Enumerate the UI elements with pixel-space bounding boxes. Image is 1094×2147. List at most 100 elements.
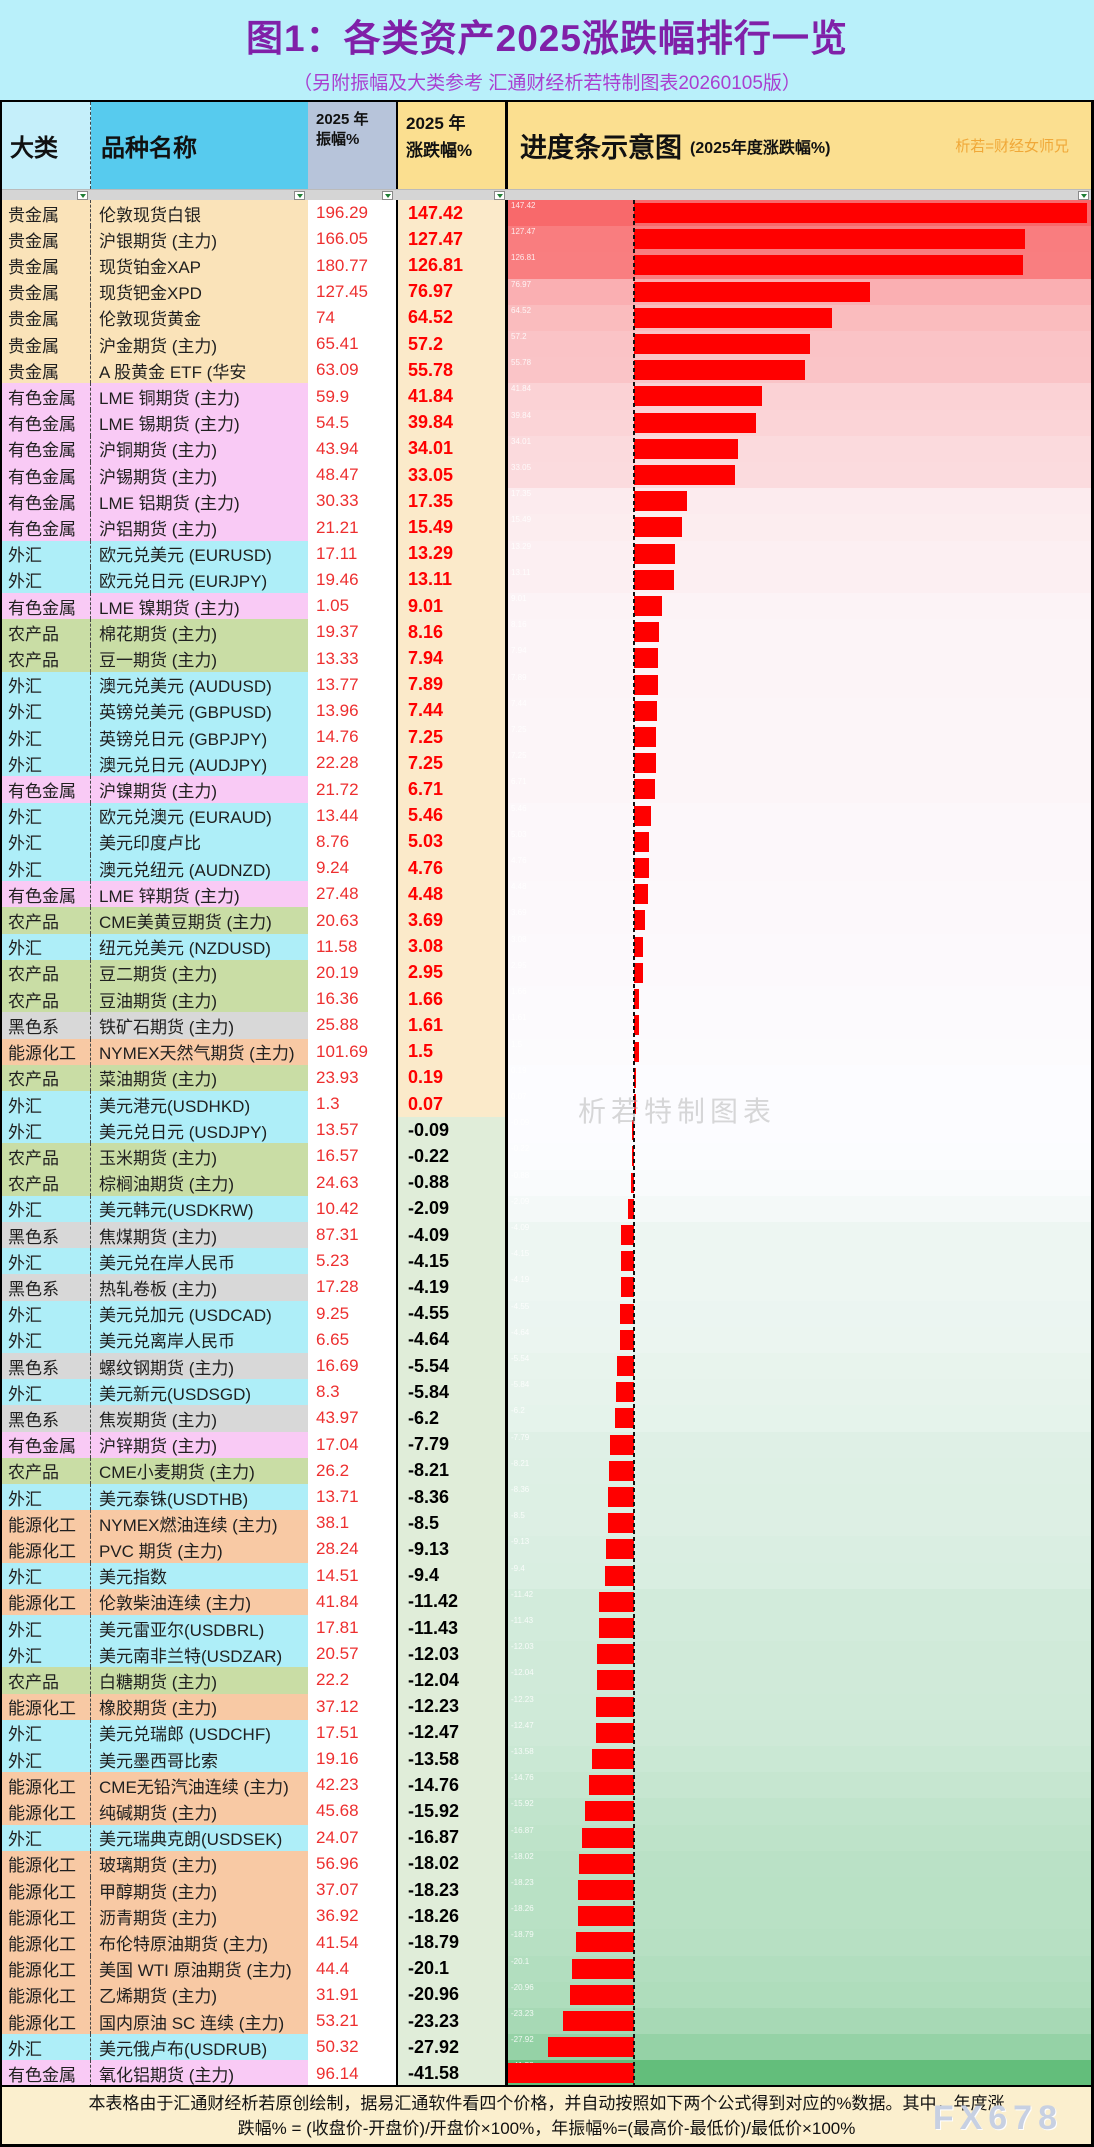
bar xyxy=(595,1722,634,1743)
asset-name-cell: 豆油期货 (主力) xyxy=(91,986,308,1013)
bar-faint-value-label: 3.69 xyxy=(511,908,527,918)
change-cell: 147.42 xyxy=(396,200,508,227)
change-cell: -8.36 xyxy=(396,1483,508,1511)
amplitude-cell: 196.29 xyxy=(316,203,368,223)
bar-faint-value-label: 0.07 xyxy=(511,1091,527,1101)
change-cell: -0.88 xyxy=(396,1169,508,1196)
asset-name-cell: 布伦特原油期货 (主力) xyxy=(91,1929,308,1956)
table-row: 外汇 美元兑日元 (USDJPY) 13.57 -0.09 -0.09 xyxy=(2,1117,1091,1144)
bar xyxy=(598,1617,634,1638)
table-row: 有色金属 沪铜期货 (主力) 43.94 34.01 34.01 xyxy=(2,435,1091,463)
bar-cell: -4.19 xyxy=(508,1274,1091,1301)
category-cell: 贵金属 xyxy=(2,252,91,279)
category-cell: 农产品 xyxy=(2,907,91,934)
category-cell: 外汇 xyxy=(2,1745,91,1773)
category-cell: 外汇 xyxy=(2,1641,91,1668)
header-change-line1: 2025 年 xyxy=(406,114,466,133)
table-row: 贵金属 沪银期货 (主力) 166.05 127.47 127.47 xyxy=(2,226,1091,253)
table-row: 黑色系 热轧卷板 (主力) 17.28 -4.19 -4.19 xyxy=(2,1274,1091,1301)
change-cell: 57.2 xyxy=(396,331,508,358)
amplitude-cell: 37.07 xyxy=(316,1880,359,1900)
table-row: 有色金属 沪铝期货 (主力) 21.21 15.49 15.49 xyxy=(2,514,1091,541)
bar xyxy=(577,1906,634,1927)
amplitude-cell: 43.97 xyxy=(316,1408,359,1428)
category-cell: 外汇 xyxy=(2,1195,91,1222)
filter-dropdown-icon[interactable] xyxy=(494,191,505,200)
bar-faint-value-label: -2.09 xyxy=(511,1196,530,1206)
filter-dropdown-icon[interactable] xyxy=(294,191,305,200)
bar-cell: 5.46 xyxy=(508,802,1091,829)
change-cell: 41.84 xyxy=(396,383,508,410)
bar-faint-value-label: -18.79 xyxy=(511,1930,534,1940)
zero-axis-line xyxy=(633,200,635,2087)
amplitude-cell: 27.48 xyxy=(316,884,359,904)
header-amplitude-line1: 2025 年 xyxy=(316,111,369,128)
bar-cell: -6.2 xyxy=(508,1405,1091,1432)
category-cell: 外汇 xyxy=(2,671,91,698)
amplitude-cell: 13.71 xyxy=(316,1487,359,1507)
category-cell: 外汇 xyxy=(2,802,91,829)
asset-name-cell: LME 锡期货 (主力) xyxy=(91,409,308,436)
change-cell: 3.08 xyxy=(396,933,508,960)
asset-name-cell: 美元瑞典克朗(USDSEK) xyxy=(91,1824,308,1851)
change-cell: 33.05 xyxy=(396,462,508,489)
asset-name-cell: 乙烯期货 (主力) xyxy=(91,1981,308,2009)
filter-dropdown-icon[interactable] xyxy=(382,191,393,200)
bar-cell: -27.92 xyxy=(508,2034,1091,2061)
table-row: 农产品 白糖期货 (主力) 22.2 -12.04 -12.04 xyxy=(2,1667,1091,1694)
table-row: 外汇 美元韩元(USDKRW) 10.42 -2.09 -2.09 xyxy=(2,1195,1091,1222)
bar-faint-value-label: -4.55 xyxy=(511,1301,530,1311)
bar-cell: 33.05 xyxy=(508,462,1091,489)
bar xyxy=(634,569,675,590)
category-cell: 能源化工 xyxy=(2,1903,91,1930)
change-cell: -6.2 xyxy=(396,1405,508,1432)
bar-cell: 7.25 xyxy=(508,724,1091,751)
amplitude-cell: 48.47 xyxy=(316,465,359,485)
bar-faint-value-label: 0.19 xyxy=(511,1065,527,1075)
bar-faint-value-label: -23.23 xyxy=(511,2009,534,2019)
footer-line1: 本表格由于汇通财经析若原创绘制，据易汇通软件看四个价格，并自动按照如下两个公式得… xyxy=(88,2094,1005,2113)
change-cell: 6.71 xyxy=(396,776,508,803)
category-cell: 农产品 xyxy=(2,619,91,646)
filter-dropdown-icon[interactable] xyxy=(1078,191,1089,200)
bar xyxy=(616,1355,634,1376)
bar-faint-value-label: 7.25 xyxy=(511,751,527,761)
category-cell: 能源化工 xyxy=(2,1772,91,1799)
amplitude-cell: 36.92 xyxy=(316,1906,359,1926)
category-cell: 黑色系 xyxy=(2,1274,91,1301)
change-cell: 4.76 xyxy=(396,855,508,882)
filter-dropdown-icon[interactable] xyxy=(77,191,88,200)
table-row: 农产品 棕榈油期货 (主力) 24.63 -0.88 -0.88 xyxy=(2,1169,1091,1196)
bar xyxy=(634,229,1026,250)
change-cell: 2.95 xyxy=(396,959,508,987)
bar xyxy=(634,805,651,826)
category-cell: 外汇 xyxy=(2,855,91,882)
table-row: 贵金属 沪金期货 (主力) 65.41 57.2 57.2 xyxy=(2,331,1091,358)
category-cell: 能源化工 xyxy=(2,1981,91,2009)
asset-name-cell: 美元俄卢布(USDRUB) xyxy=(91,2034,308,2061)
amplitude-cell: 28.24 xyxy=(316,1539,359,1559)
asset-name-cell: LME 镍期货 (主力) xyxy=(91,593,308,620)
bar-cell: 0.07 xyxy=(508,1090,1091,1118)
table-row: 农产品 豆油期货 (主力) 16.36 1.66 1.66 xyxy=(2,986,1091,1013)
header-change-line2: 涨跌幅% xyxy=(406,141,473,161)
table-row: 贵金属 现货钯金XPD 127.45 76.97 76.97 xyxy=(2,278,1091,305)
bar-faint-value-label: 126.81 xyxy=(511,253,536,263)
bar-faint-value-label: 5.03 xyxy=(511,829,527,839)
amplitude-cell: 21.72 xyxy=(316,779,359,799)
table-row: 外汇 美元墨西哥比索 19.16 -13.58 -13.58 xyxy=(2,1745,1091,1773)
change-cell: -18.23 xyxy=(396,1877,508,1904)
bar-faint-value-label: 41.84 xyxy=(511,384,532,394)
bar xyxy=(634,674,659,695)
bar-faint-value-label: -12.04 xyxy=(511,1668,534,1678)
table-row: 外汇 美元兑在岸人民币 5.23 -4.15 -4.15 xyxy=(2,1248,1091,1275)
asset-name-cell: 澳元兑日元 (AUDJPY) xyxy=(91,750,308,777)
table-row: 贵金属 A 股黄金 ETF (华安 63.09 55.78 55.78 xyxy=(2,357,1091,384)
asset-name-cell: 沪银期货 (主力) xyxy=(91,226,308,253)
category-cell: 外汇 xyxy=(2,828,91,856)
asset-name-cell: 玉米期货 (主力) xyxy=(91,1143,308,1170)
bar xyxy=(614,1408,634,1429)
table-row: 能源化工 布伦特原油期货 (主力) 41.54 -18.79 -18.79 xyxy=(2,1929,1091,1956)
bar xyxy=(621,1277,634,1298)
header-category: 大类 xyxy=(2,102,91,189)
